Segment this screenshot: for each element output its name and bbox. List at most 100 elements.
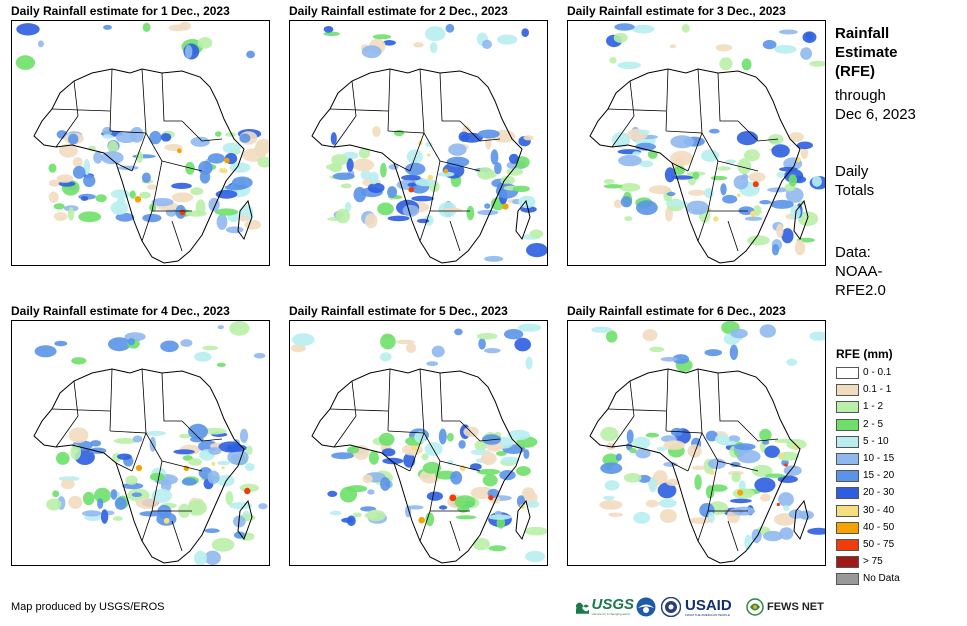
rainfall-patch: [340, 183, 352, 189]
rainfall-patch: [113, 516, 123, 521]
rainfall-patch: [797, 211, 819, 227]
usgs-logo: USGS science for a changing world: [576, 596, 634, 618]
rainfall-patch: [37, 40, 44, 48]
rainfall-patch: [131, 492, 143, 497]
rainfall-patch: [48, 179, 61, 187]
madagascar-outline: [237, 499, 253, 541]
rainfall-patch: [613, 199, 623, 209]
legend-label: 50 - 75: [863, 539, 895, 550]
rainfall-patch: [331, 154, 348, 166]
rainfall-patch: [811, 175, 822, 187]
madagascar-outline: [793, 199, 809, 241]
rainfall-patch: [411, 195, 434, 202]
rainfall-patch: [179, 433, 192, 439]
rainfall-patch: [387, 186, 398, 199]
rainfall-patch: [482, 39, 492, 49]
rainfall-patch: [171, 192, 194, 203]
rainfall-patch: [190, 136, 210, 147]
sidebar-title: Rainfall Estimate (RFE): [835, 24, 898, 81]
rainfall-patch: [378, 432, 395, 446]
rainfall-patch: [380, 333, 396, 350]
heavy-rain-spot: [779, 452, 785, 458]
legend-label: 20 - 30: [863, 487, 895, 499]
rainfall-patch: [704, 349, 723, 357]
rainfall-patch: [165, 208, 177, 217]
rainfall-patch: [600, 427, 619, 442]
legend-swatch: [836, 521, 859, 534]
africa-map: [290, 323, 547, 564]
rainfall-patch: [809, 331, 825, 341]
rainfall-patch: [786, 439, 807, 450]
rainfall-patch: [686, 200, 709, 215]
rainfall-patch: [648, 477, 657, 493]
rainfall-patch: [783, 505, 790, 511]
rainfall-patch: [202, 427, 227, 435]
rainfall-patch: [202, 345, 218, 351]
heavy-rain-spot: [411, 445, 417, 451]
rainfall-map-day-2: [289, 20, 548, 266]
rainfall-patch: [34, 345, 57, 358]
rainfall-patch: [72, 157, 83, 168]
rainfall-patch: [729, 344, 739, 360]
rainfall-patch: [736, 131, 758, 146]
rainfall-patch: [730, 328, 748, 339]
sidebar-title-line-3: (RFE): [835, 63, 875, 80]
rainfall-patch: [800, 146, 809, 159]
sidebar-totals-line-2: Totals: [835, 182, 875, 199]
africa-coastline: [311, 368, 523, 564]
rainfall-patch: [204, 550, 221, 565]
rainfall-patch: [632, 436, 651, 450]
rainfall-patch: [665, 200, 689, 207]
rainfall-map-day-1: [11, 20, 270, 266]
rainfall-patch: [759, 200, 772, 205]
rainfall-patch: [632, 151, 641, 156]
sidebar-totals-line-1: Daily: [835, 163, 869, 180]
rainfall-patch: [645, 432, 659, 438]
heavy-rain-spot: [713, 216, 719, 222]
rainfall-patch: [381, 448, 396, 457]
rainfall-patch: [426, 491, 443, 501]
rainfall-patch: [506, 168, 524, 176]
rainfall-patch: [732, 488, 755, 499]
rainfall-patch: [141, 172, 151, 183]
rainfall-patch: [477, 209, 499, 216]
africa-map: [589, 23, 825, 264]
rainfall-patch: [180, 339, 193, 347]
rainfall-patch: [190, 187, 204, 196]
rainfall-patch: [382, 40, 396, 46]
rainfall-patch: [496, 451, 507, 456]
heavy-rain-spot: [776, 502, 780, 507]
rainfall-patch: [194, 351, 212, 362]
sidebar-data-source: Data: NOAA- RFE2.0: [835, 243, 886, 300]
rainfall-patch: [68, 495, 83, 509]
rainfall-patch: [431, 345, 445, 358]
rainfall-patch: [482, 474, 498, 487]
heavy-rain-spot: [750, 210, 757, 217]
rainfall-patch: [620, 196, 632, 208]
rainfall-patch: [670, 135, 695, 149]
legend-swatch: [836, 384, 859, 397]
rainfall-patch: [606, 330, 618, 343]
legend-label: 40 - 50: [863, 521, 895, 533]
rainfall-patch: [477, 167, 494, 180]
rainfall-patch: [786, 358, 798, 366]
rainfall-patch: [160, 133, 172, 142]
rainfall-patch: [125, 475, 138, 485]
madagascar-outline: [237, 199, 253, 241]
rainfall-patch: [377, 202, 394, 216]
rainfall-patch: [800, 47, 812, 60]
heavy-rain-spot: [443, 168, 449, 174]
madagascar-outline: [515, 499, 531, 541]
rainfall-patch: [794, 239, 806, 256]
rainfall-patch: [103, 24, 112, 30]
rainfall-patch: [395, 339, 415, 345]
rainfall-patch: [246, 50, 256, 59]
rainfall-patch: [747, 235, 770, 246]
rainfall-patch: [624, 216, 633, 222]
rainfall-patch: [603, 184, 623, 189]
rainfall-patch: [151, 198, 174, 207]
usgs-tagline: science for a changing world: [591, 612, 630, 616]
rainfall-patch: [458, 440, 466, 449]
map-credit: Map produced by USGS/EROS: [11, 601, 165, 613]
rainfall-patch: [372, 126, 381, 137]
